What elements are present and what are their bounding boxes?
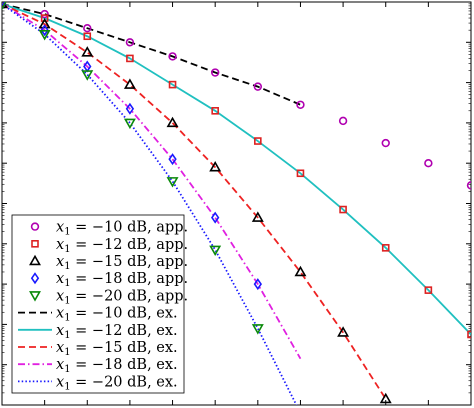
data-point-3-0 (2, 2, 7, 11)
data-point-1-9 (381, 244, 390, 252)
legend-label-7: x1 = −15 dB, ex. (56, 340, 178, 358)
series-line-3 (2, 3, 302, 360)
data-point-1-8 (339, 205, 347, 214)
legend-label-5: x1 = −10 dB, ex. (56, 306, 178, 324)
data-point-3-3 (125, 102, 135, 115)
data-point-1-5 (211, 107, 219, 115)
legend-marker-0 (30, 222, 40, 231)
marker-series-0 (2, 2, 471, 190)
data-point-3-5 (211, 211, 220, 224)
data-point-2-1 (38, 17, 51, 29)
series-line-0 (2, 3, 301, 106)
data-point-1-10 (424, 286, 433, 294)
data-point-2-8 (337, 326, 350, 337)
data-point-4-6 (251, 324, 264, 335)
data-point-0-2 (83, 23, 92, 33)
data-point-0-11 (466, 181, 471, 190)
data-point-0-9 (381, 138, 390, 148)
legend-label-8: x1 = −18 dB, ex. (56, 357, 178, 375)
data-point-2-4 (166, 116, 179, 128)
marker-series-4 (2, 2, 264, 335)
data-point-2-2 (81, 46, 94, 57)
data-point-2-9 (379, 392, 392, 404)
data-point-4-3 (123, 118, 136, 130)
marker-series-2 (2, 2, 392, 404)
data-point-0-8 (338, 116, 348, 126)
data-point-1-2 (83, 32, 92, 41)
data-point-1-6 (254, 137, 262, 145)
data-point-2-7 (294, 265, 307, 277)
series-line-1 (2, 3, 471, 336)
data-point-0-4 (168, 52, 177, 61)
data-point-3-1 (40, 24, 49, 37)
data-point-0-3 (125, 38, 135, 47)
legend-label-4: x1 = −20 dB, app. (56, 288, 188, 306)
legend-marker-3 (30, 272, 40, 285)
legend-marker-4 (29, 291, 41, 302)
data-point-3-4 (168, 153, 177, 166)
data-point-0-6 (253, 82, 263, 91)
series-line-2 (2, 3, 387, 400)
legend-label-6: x1 = −12 dB, ex. (56, 323, 178, 341)
legend: x1 = −10 dB, app.x1 = −12 dB, app.x1 = −… (11, 214, 188, 394)
marker-series-3 (2, 2, 262, 291)
data-point-2-6 (251, 211, 264, 222)
legend-label-9: x1 = −20 dB, ex. (56, 374, 178, 392)
data-point-1-7 (296, 169, 305, 178)
legend-label-2: x1 = −15 dB, app. (56, 254, 188, 272)
data-point-0-7 (296, 100, 305, 109)
legend-box (11, 214, 185, 394)
data-point-4-0 (2, 2, 7, 11)
data-point-4-5 (209, 245, 222, 257)
legend-label-1: x1 = −12 dB, app. (56, 237, 188, 255)
legend-label-3: x1 = −18 dB, app. (56, 271, 188, 289)
data-point-1-11 (467, 330, 471, 339)
data-point-4-4 (166, 177, 179, 188)
data-point-0-1 (40, 9, 49, 19)
data-point-1-3 (126, 54, 134, 63)
data-point-0-10 (424, 159, 433, 168)
data-point-0-5 (210, 68, 220, 77)
data-point-1-4 (168, 80, 177, 89)
legend-label-0: x1 = −10 dB, app. (56, 220, 188, 238)
data-point-3-6 (253, 278, 262, 291)
legend-marker-1 (31, 240, 39, 248)
data-point-2-3 (123, 78, 136, 89)
series-line-4 (2, 3, 298, 405)
legend-marker-2 (29, 254, 41, 266)
data-point-4-1 (38, 29, 51, 41)
data-point-2-5 (209, 161, 222, 172)
data-point-4-2 (81, 70, 94, 81)
